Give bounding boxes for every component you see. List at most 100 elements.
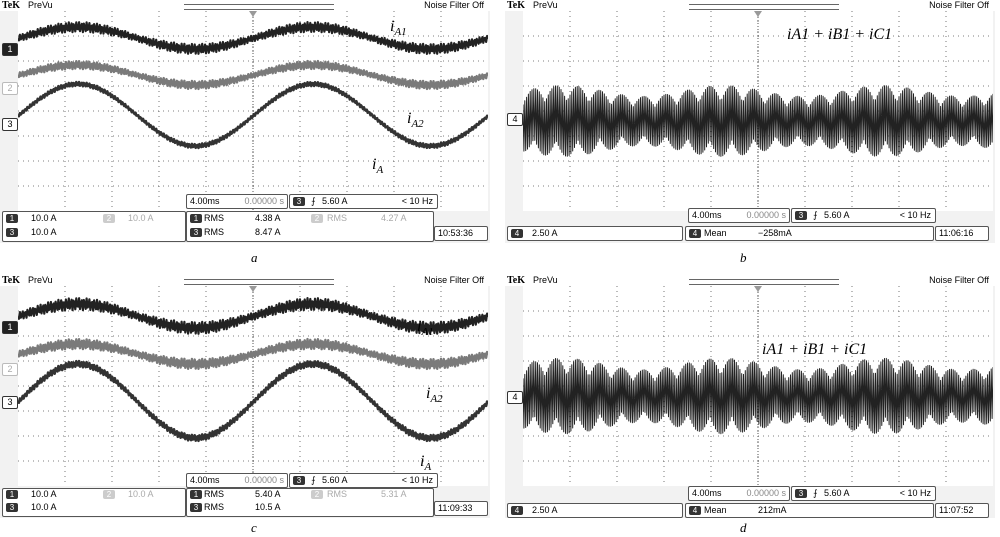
ch2-scale: 10.0 A <box>128 489 154 499</box>
scope-screen: TeK PreVu Noise Filter Off 1 2 3 iA1 iA2… <box>0 0 490 243</box>
measurement-box[interactable]: 1 RMS 4.38 A 2 RMS 4.27 A 3 RMS 8.47 A <box>186 211 434 242</box>
channel-2-marker[interactable]: 2 <box>2 363 18 376</box>
ch4-mean: 212mA <box>758 505 787 515</box>
ch1-scale: 10.0 A <box>31 213 57 223</box>
waveform-grid <box>523 11 993 211</box>
scale-box[interactable]: 4 2.50 A <box>507 503 683 518</box>
trigger-level: 5.60 A <box>322 475 348 485</box>
trigger-box[interactable]: 3 ⨍ 5.60 A < 10 Hz <box>289 194 438 209</box>
scope-screen: TeK PreVu Noise Filter Off 4 iA1 + iB1 +… <box>505 0 995 243</box>
timebase-box[interactable]: 4.00ms 0.00000 s <box>688 208 790 223</box>
scope-screen: TeK PreVu Noise Filter Off 1 2 3 iA1 iA2… <box>0 275 490 518</box>
scope-header: TeK PreVu Noise Filter Off <box>505 0 995 11</box>
trace-label-ia: iA <box>372 156 384 177</box>
trigger-box[interactable]: 3 ⨍ 5.60 A < 10 Hz <box>791 208 936 223</box>
waveform-grid <box>18 286 488 486</box>
delay-value: 0.00000 s <box>244 196 284 206</box>
trace-label-ia2: iA2 <box>426 385 443 406</box>
ch2-rms: 4.27 A <box>381 213 407 223</box>
trace-label-ia: iA <box>420 453 432 474</box>
channel-1-marker[interactable]: 1 <box>2 43 18 56</box>
trigger-position-marker <box>249 11 257 17</box>
waveform-grid <box>523 286 993 486</box>
ch1-scale: 10.0 A <box>31 489 57 499</box>
scope-panel-b: TeK PreVu Noise Filter Off 4 iA1 + iB1 +… <box>505 0 995 243</box>
ch4-scale: 2.50 A <box>532 505 558 515</box>
scale-box[interactable]: 1 10.0 A 2 10.0 A 3 10.0 A <box>2 488 186 517</box>
trigger-channel: 3 <box>795 489 807 498</box>
ch3-rms: 10.5 A <box>255 502 281 512</box>
mode-label: PreVu <box>28 275 53 285</box>
trace-ia1-ib1-ic1 <box>523 357 993 435</box>
timebase-box[interactable]: 4.00ms 0.00000 s <box>186 473 288 488</box>
clock-time: 10:53:36 <box>438 228 474 238</box>
trace-label-ia1: iA1 <box>417 318 434 339</box>
ch1-rms: 5.40 A <box>255 489 281 499</box>
scale-box[interactable]: 1 10.0 A 2 10.0 A 3 10.0 A <box>2 211 186 242</box>
trigger-box[interactable]: 3 ⨍ 5.60 A < 10 Hz <box>791 486 936 501</box>
trigger-box[interactable]: 3 ⨍ 5.60 A < 10 Hz <box>289 473 438 488</box>
trace-ia2 <box>18 59 488 91</box>
waveform-svg <box>523 11 993 211</box>
ch1-rms: 4.38 A <box>255 213 281 223</box>
caption-d: d <box>740 520 747 535</box>
record-timeline <box>184 4 334 10</box>
record-timeline <box>689 4 839 10</box>
trigger-frequency: < 10 Hz <box>899 488 931 498</box>
timebase-box[interactable]: 4.00ms 0.00000 s <box>688 486 790 501</box>
channel-3-marker[interactable]: 3 <box>2 396 18 409</box>
channel-4-marker[interactable]: 4 <box>507 113 523 126</box>
trace-label-sum: iA1 + iB1 + iC1 <box>762 341 868 358</box>
clock-box: 11:09:33 <box>434 501 488 516</box>
delay-value: 0.00000 s <box>746 488 786 498</box>
trace-ia1 <box>18 297 488 335</box>
mode-label: PreVu <box>28 0 53 10</box>
trace-label-ia2: iA2 <box>407 110 424 131</box>
timebase-value: 4.00ms <box>692 210 722 220</box>
record-timeline <box>184 279 334 285</box>
clock-box: 11:06:16 <box>935 226 989 241</box>
scope-header: TeK PreVu Noise Filter Off <box>505 275 995 286</box>
ch2-scale: 10.0 A <box>128 213 154 223</box>
caption-b: b <box>740 250 747 265</box>
mode-label: PreVu <box>533 275 558 285</box>
timebase-value: 4.00ms <box>692 488 722 498</box>
ch3-scale: 10.0 A <box>31 227 57 237</box>
trigger-channel: 3 <box>293 197 305 206</box>
ch3-scale: 10.0 A <box>31 502 57 512</box>
noise-filter-label: Noise Filter Off <box>424 275 484 285</box>
noise-filter-label: Noise Filter Off <box>929 275 989 285</box>
record-timeline <box>689 279 839 285</box>
measurement-box[interactable]: 4 Mean −258mA <box>685 226 934 241</box>
brand-logo: TeK <box>2 275 20 286</box>
caption-a: a <box>251 250 258 265</box>
clock-time: 11:06:16 <box>939 228 974 238</box>
timebase-box[interactable]: 4.00ms 0.00000 s <box>186 194 288 209</box>
scope-panel-d: TeK PreVu Noise Filter Off 4 iA1 + iB1 +… <box>505 275 995 518</box>
ch4-scale: 2.50 A <box>532 228 558 238</box>
measurement-box[interactable]: 1 RMS 5.40 A 2 RMS 5.31 A 3 RMS 10.5 A <box>186 488 434 517</box>
brand-logo: TeK <box>2 0 20 11</box>
trigger-level: 5.60 A <box>824 210 850 220</box>
trigger-position-marker <box>249 286 257 292</box>
trace-ia1 <box>18 21 488 55</box>
trace-label-sum: iA1 + iB1 + iC1 <box>787 26 893 43</box>
channel-4-marker[interactable]: 4 <box>507 391 523 404</box>
scope-header: TeK PreVu Noise Filter Off <box>0 0 490 11</box>
channel-2-marker[interactable]: 2 <box>2 82 18 95</box>
measurement-box[interactable]: 4 Mean 212mA <box>685 503 934 518</box>
trace-ia <box>18 359 488 443</box>
trigger-position-marker <box>754 286 762 292</box>
scale-box[interactable]: 4 2.50 A <box>507 226 683 241</box>
channel-1-marker[interactable]: 1 <box>2 321 18 334</box>
trace-ia1-ib1-ic1 <box>523 85 993 157</box>
trigger-level: 5.60 A <box>322 196 348 206</box>
trigger-frequency: < 10 Hz <box>899 210 931 220</box>
waveform-grid <box>18 11 488 211</box>
scope-panel-a: TeK PreVu Noise Filter Off 1 2 3 iA1 iA2… <box>0 0 490 243</box>
trace-ia <box>18 80 488 150</box>
waveform-svg <box>523 286 993 486</box>
caption-c: c <box>251 520 257 535</box>
channel-3-marker[interactable]: 3 <box>2 118 18 131</box>
waveform-svg <box>18 11 488 211</box>
